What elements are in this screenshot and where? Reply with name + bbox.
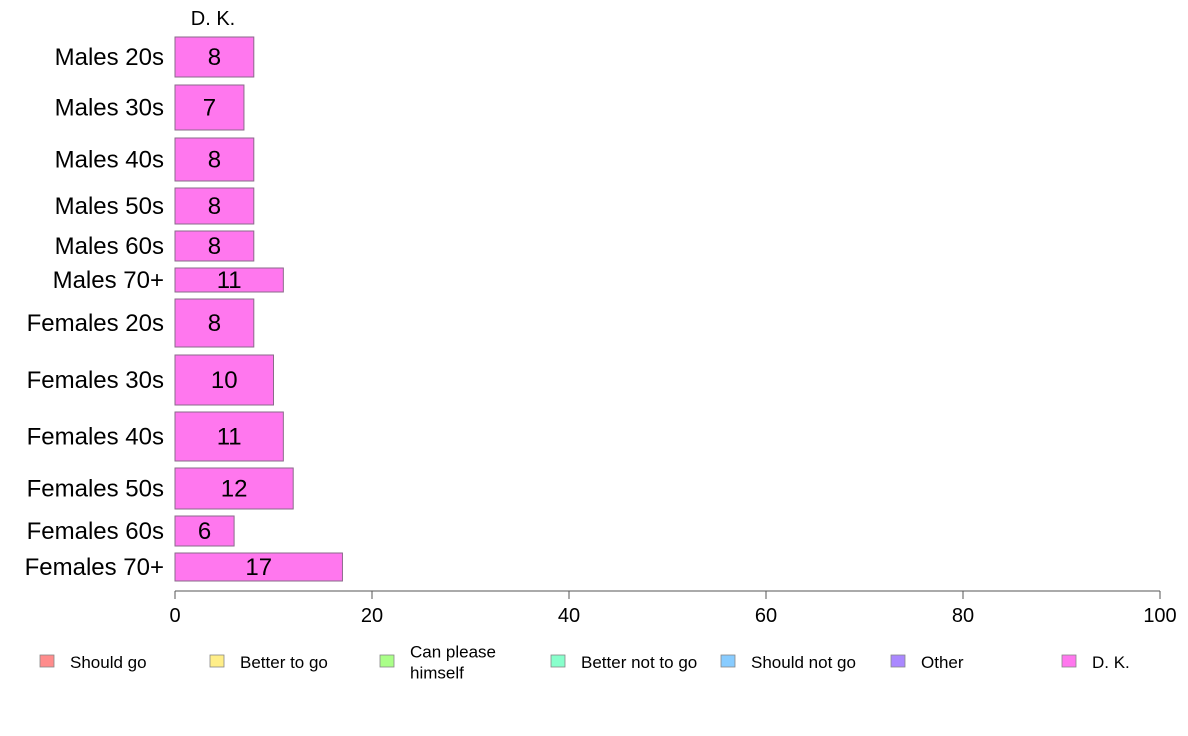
bar-value-label: 11 [217, 267, 242, 294]
bar-value-label: 8 [208, 310, 221, 337]
category-label: Females 50s [27, 476, 164, 503]
legend-label: Can please [410, 643, 496, 662]
x-axis: 0 20 40 60 80 100 [169, 590, 1177, 627]
legend-swatch [39, 654, 55, 668]
category-label: Males 20s [55, 44, 164, 71]
legend-item: Other [890, 653, 964, 672]
x-tick-label: 20 [361, 605, 383, 627]
legend-item: Better to go [209, 653, 328, 672]
category-label: Males 60s [55, 233, 164, 260]
x-tick-label: 40 [558, 605, 580, 627]
legend-item: D. K. [1061, 653, 1130, 672]
legend-swatch [890, 654, 906, 668]
legend-swatch [720, 654, 736, 668]
category-label: Males 50s [55, 193, 164, 220]
legend-label: Should not go [751, 653, 856, 672]
bar-segment [174, 354, 274, 406]
legend-swatch [209, 654, 225, 668]
bar-value-label: 6 [198, 518, 211, 545]
legend-item: Should go [39, 653, 147, 672]
legend-label: himself [410, 664, 464, 683]
x-tick-label: 0 [169, 605, 180, 627]
category-label: Females 30s [27, 367, 164, 394]
category-label: Females 60s [27, 518, 164, 545]
category-label: Females 40s [27, 424, 164, 451]
legend-swatch [1061, 654, 1077, 668]
bar-segment [174, 84, 245, 131]
category-label: Males 70+ [53, 267, 164, 294]
bar-segment [174, 36, 255, 78]
legend: Should go Better to go Can please himself Be… [39, 643, 1130, 683]
legend-item: Better not to go [550, 653, 697, 672]
bar-value-label: 17 [245, 554, 272, 581]
bar-segment [174, 230, 255, 262]
legend-label: Other [921, 653, 964, 672]
bar-segment [174, 411, 284, 462]
legend-item: Should not go [720, 653, 856, 672]
legend-label: Should go [70, 653, 147, 672]
legend-label: Better to go [240, 653, 328, 672]
category-label: Males 40s [55, 147, 164, 174]
bar-value-label: 11 [217, 424, 242, 451]
bar-value-label: 8 [208, 193, 221, 220]
x-tick-label: 100 [1143, 605, 1176, 627]
bar-segment [174, 187, 255, 225]
bar-segment [174, 267, 284, 293]
bar-segment [174, 515, 235, 547]
legend-swatch [550, 654, 566, 668]
legend-label: Better not to go [581, 653, 697, 672]
bar-value-label: 8 [208, 147, 221, 174]
bar-segment [174, 552, 343, 582]
series-column-header: D. K. [191, 8, 235, 30]
bar-value-label: 10 [211, 367, 238, 394]
bars-group: 8 7 8 8 8 11 8 10 11 12 6 17 [174, 36, 343, 582]
bar-value-label: 8 [208, 233, 221, 260]
category-label: Females 70+ [25, 554, 164, 581]
x-tick-label: 60 [755, 605, 777, 627]
bar-value-label: 12 [221, 476, 248, 503]
legend-item: Can please himself [379, 643, 496, 683]
legend-label: D. K. [1092, 653, 1130, 672]
category-label: Males 30s [55, 95, 164, 122]
legend-swatch [379, 654, 395, 668]
plot-area: D. K. 8 7 8 8 8 11 8 10 11 12 6 17 Males 20s Males 3… [25, 8, 1177, 627]
bar-segment [174, 137, 255, 182]
category-label: Females 20s [27, 310, 164, 337]
x-tick-label: 80 [952, 605, 974, 627]
bar-segment [174, 298, 255, 348]
bar-value-label: 7 [203, 95, 216, 122]
bar-value-label: 8 [208, 44, 221, 71]
category-labels: Males 20s Males 30s Males 40s Males 50s Male… [25, 44, 164, 581]
bar-segment [174, 467, 294, 510]
